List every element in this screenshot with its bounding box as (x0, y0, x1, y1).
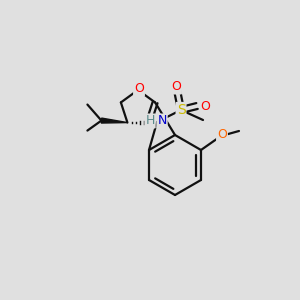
Text: O: O (200, 100, 210, 112)
Text: O: O (134, 82, 144, 95)
Polygon shape (101, 118, 128, 123)
Text: H: H (145, 115, 155, 128)
Text: S: S (177, 103, 185, 117)
Text: O: O (171, 80, 181, 94)
Text: N: N (157, 115, 167, 128)
Text: O: O (217, 128, 227, 142)
